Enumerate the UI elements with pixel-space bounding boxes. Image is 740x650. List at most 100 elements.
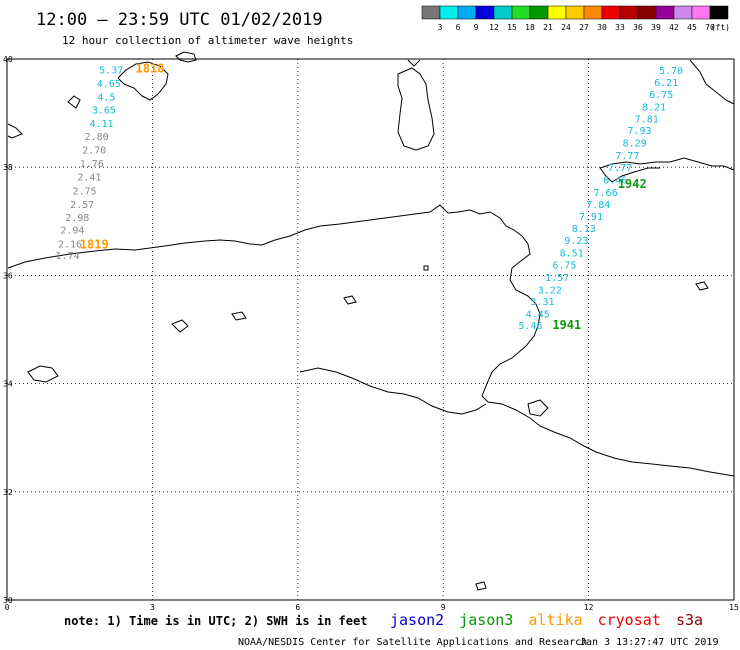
legend-swatch — [655, 5, 675, 20]
map-frame — [6, 58, 735, 601]
wave-height-value: 1.74 — [56, 251, 80, 262]
x-tick-label: 15 — [729, 603, 739, 612]
x-tick-label: 0 — [5, 603, 10, 612]
wave-height-value: 1.76 — [80, 159, 104, 170]
footer-note: note: 1) Time is in UTC; 2) SWH is in fe… — [64, 614, 367, 628]
legend-swatch — [439, 5, 459, 20]
wave-height-value: 6.75 — [552, 260, 576, 271]
legend-swatch — [529, 5, 549, 20]
wave-height-value: 7.77 — [615, 151, 639, 162]
satellite-name: jason3 — [459, 611, 513, 629]
legend-swatch — [619, 5, 639, 20]
satellite-name: altika — [528, 611, 582, 629]
djerba-island — [527, 399, 549, 417]
wave-height-value: 8.29 — [623, 139, 647, 150]
small-island-5 — [475, 581, 487, 591]
legend-tick-label: 6 — [456, 23, 461, 32]
wave-height-value: 4.45 — [526, 310, 550, 321]
wave-height-value: 3.31 — [531, 297, 555, 308]
y-tick-label: 40 — [3, 55, 13, 64]
legend-tick-label: 70 — [705, 23, 715, 32]
legend-tick-label: 33 — [615, 23, 625, 32]
x-tick-label: 6 — [295, 603, 300, 612]
wave-height-value: 2.94 — [60, 226, 84, 237]
coastlines — [7, 51, 735, 591]
legend-tick-label: 45 — [687, 23, 697, 32]
y-tick-label: 30 — [3, 596, 13, 605]
x-tick-label: 9 — [441, 603, 446, 612]
wave-height-value: 9.23 — [564, 236, 588, 247]
credit-text: NOAA/NESDIS Center for Satellite Applica… — [238, 637, 587, 648]
legend-tick-label: 21 — [543, 23, 553, 32]
track-time-label: 1942 — [618, 177, 647, 191]
wave-height-value: 5.37 — [99, 66, 123, 77]
kerkennah-island — [343, 295, 357, 305]
legend-swatch — [583, 5, 603, 20]
wave-height-value: 7.84 — [586, 200, 610, 211]
small-island-3 — [27, 365, 59, 383]
wave-height-value: 5.70 — [659, 66, 683, 77]
track-time-label: 1818 — [136, 62, 165, 76]
y-tick-label: 36 — [3, 271, 13, 280]
wave-height-value: 2.57 — [70, 200, 94, 211]
track-time-label: 1941 — [552, 318, 581, 332]
wave-height-value: 8.51 — [560, 248, 584, 259]
wave-height-value: 2.98 — [65, 213, 89, 224]
ibiza-coast — [67, 95, 81, 109]
legend-swatch — [565, 5, 585, 20]
wave-height-value: 5.46 — [518, 321, 542, 332]
spain-coast — [7, 123, 23, 139]
gulf-of-sirte-coast — [299, 367, 487, 415]
x-tick-label: 12 — [584, 603, 594, 612]
legend-tick-label: 27 — [579, 23, 589, 32]
legend-tick-label: 12 — [489, 23, 499, 32]
legend-swatch — [637, 5, 657, 20]
wave-height-value: 6.21 — [654, 78, 678, 89]
legend-swatch — [421, 5, 441, 20]
wave-height-value: 2.75 — [72, 186, 96, 197]
legend-swatch — [511, 5, 531, 20]
legend-tick-label: 42 — [669, 23, 679, 32]
wave-height-value: 6.46 — [603, 175, 627, 186]
satellite-name: s3a — [676, 611, 703, 629]
wave-height-value: 4.5 — [97, 93, 115, 104]
legend-swatch — [691, 5, 711, 20]
wave-height-value: 3.65 — [92, 106, 116, 117]
sicily-coast — [599, 157, 735, 183]
legend-tick-label: 36 — [633, 23, 643, 32]
wave-height-value: 3.22 — [538, 285, 562, 296]
corsica-tip — [407, 59, 421, 67]
wave-height-value: 4.65 — [97, 79, 121, 90]
wave-height-value: 4.11 — [89, 119, 113, 130]
track-time-label: 1819 — [80, 237, 109, 251]
legend-tick-label: 24 — [561, 23, 571, 32]
satellite-name: jason2 — [390, 611, 444, 629]
legend-tick-label: 39 — [651, 23, 661, 32]
legend-swatch — [709, 5, 729, 20]
legend-tick-label: 18 — [525, 23, 535, 32]
legend-swatch — [547, 5, 567, 20]
map-title: 12:00 – 23:59 UTC 01/02/2019 — [36, 10, 323, 30]
y-tick-label: 34 — [3, 380, 13, 389]
italy-coast — [689, 59, 735, 105]
small-island-4 — [423, 265, 429, 271]
mallorca-coast — [117, 61, 169, 101]
legend-tick-label: 30 — [597, 23, 607, 32]
wave-height-value: 1.57 — [545, 273, 569, 284]
legend-tick-label: 15 — [507, 23, 517, 32]
legend-swatch — [457, 5, 477, 20]
timestamp-text: Jan 3 13:27:47 UTC 2019 — [580, 637, 718, 648]
wave-height-value: 2.16 — [58, 239, 82, 250]
small-island-2 — [231, 311, 247, 321]
wave-height-value: 8.21 — [642, 102, 666, 113]
legend-swatch — [673, 5, 693, 20]
wave-height-value: 7.77 — [608, 163, 632, 174]
wave-height-value: 2.41 — [77, 173, 101, 184]
legend-tick-label: 3 — [438, 23, 443, 32]
wave-height-value: 7.91 — [579, 212, 603, 223]
lampedusa-island — [695, 281, 709, 291]
wave-height-value: 6.75 — [649, 90, 673, 101]
y-tick-label: 32 — [3, 488, 13, 497]
